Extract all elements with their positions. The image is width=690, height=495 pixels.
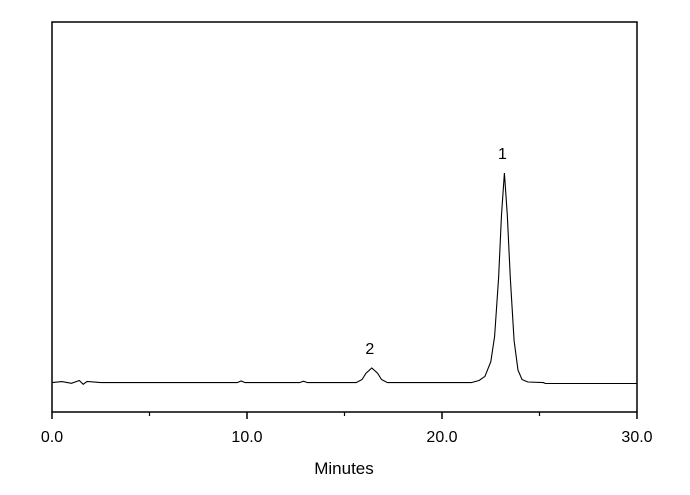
peak-label: 2 (365, 341, 374, 358)
chromatogram-trace (51, 172, 637, 386)
x-axis-label: Minutes (314, 459, 374, 478)
peak-label: 1 (498, 146, 507, 163)
x-tick-label: 10.0 (231, 429, 262, 446)
x-tick-label: 20.0 (426, 429, 457, 446)
plot-frame (51, 21, 638, 413)
x-tick-label: 0.0 (41, 429, 63, 446)
x-tick-label: 30.0 (621, 429, 652, 446)
